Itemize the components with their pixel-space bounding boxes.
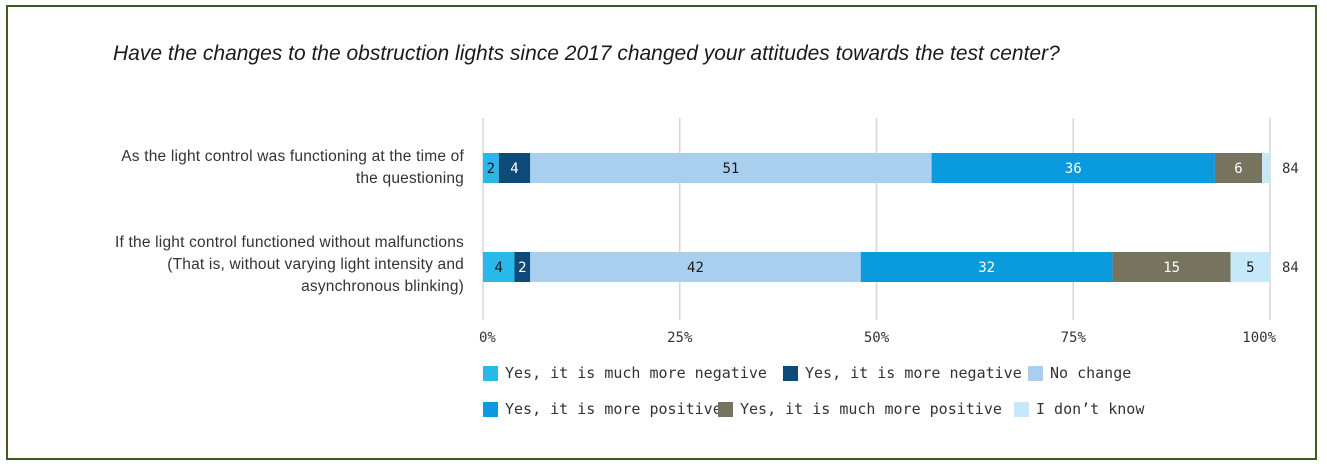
- data-label: 5: [1246, 260, 1254, 276]
- bar-segment: [514, 252, 531, 282]
- legend-item: Yes, it is more negative: [783, 364, 1022, 382]
- x-tick-label: 100%: [1242, 330, 1276, 346]
- data-label: 36: [1065, 161, 1082, 177]
- bar-segment: [483, 252, 515, 282]
- category-label: As the light control was functioning at …: [121, 146, 464, 190]
- bar-segment: [1112, 252, 1231, 282]
- bar-segment: [1262, 153, 1270, 183]
- legend-item: Yes, it is much more negative: [483, 364, 767, 382]
- legend-label: Yes, it is much more negative: [505, 364, 767, 382]
- legend-item: Yes, it is more positive: [483, 400, 722, 418]
- chart-title: Have the changes to the obstruction ligh…: [113, 42, 1060, 65]
- category-label-line: the questioning: [355, 170, 464, 187]
- data-label: 2: [487, 161, 495, 177]
- data-label: 51: [722, 161, 739, 177]
- legend-label: Yes, it is much more positive: [740, 400, 1002, 418]
- legend-item: I don’t know: [1014, 400, 1144, 418]
- legend-label: No change: [1050, 364, 1132, 382]
- data-label: 15: [1163, 260, 1180, 276]
- x-tick-label: 25%: [667, 330, 693, 346]
- row-total-label: 84: [1282, 260, 1299, 276]
- legend-swatch: [783, 365, 798, 381]
- legend-swatch: [718, 401, 733, 417]
- legend-swatch: [1028, 365, 1043, 381]
- x-tick-label: 75%: [1061, 330, 1087, 346]
- data-label: 4: [495, 260, 503, 276]
- category-label-line: As the light control was functioning at …: [121, 148, 464, 165]
- row-total-label: 84: [1282, 161, 1299, 177]
- bar-segment: [483, 153, 499, 183]
- data-label: 32: [978, 260, 995, 276]
- legend-swatch: [483, 401, 498, 417]
- category-label-line: (That is, without varying light intensit…: [167, 256, 464, 273]
- legend-item: Yes, it is much more positive: [718, 400, 1002, 418]
- legend-item: No change: [1028, 364, 1131, 382]
- bar-segment: [530, 252, 861, 282]
- bar-segment: [931, 153, 1215, 183]
- category-label-line: asynchronous blinking): [301, 278, 464, 295]
- chart-frame: [6, 5, 1317, 460]
- bar-segment: [1214, 153, 1263, 183]
- bar-segment: [1230, 252, 1270, 282]
- data-label: 6: [1234, 161, 1242, 177]
- x-tick-label: 0%: [479, 330, 496, 346]
- legend-label: Yes, it is more positive: [505, 400, 722, 418]
- x-tick-label: 50%: [864, 330, 890, 346]
- data-label: 42: [687, 260, 704, 276]
- data-label: 4: [510, 161, 518, 177]
- legend-swatch: [1014, 401, 1029, 417]
- legend-label: Yes, it is more negative: [805, 364, 1022, 382]
- bar-segment: [860, 252, 1113, 282]
- legend-label: I don’t know: [1036, 400, 1145, 418]
- category-label-line: If the light control functioned without …: [114, 234, 464, 251]
- bar-segment: [530, 153, 932, 183]
- legend-swatch: [483, 365, 498, 381]
- data-label: 2: [518, 260, 526, 276]
- bar-segment: [498, 153, 531, 183]
- category-label: If the light control functioned without …: [115, 232, 464, 298]
